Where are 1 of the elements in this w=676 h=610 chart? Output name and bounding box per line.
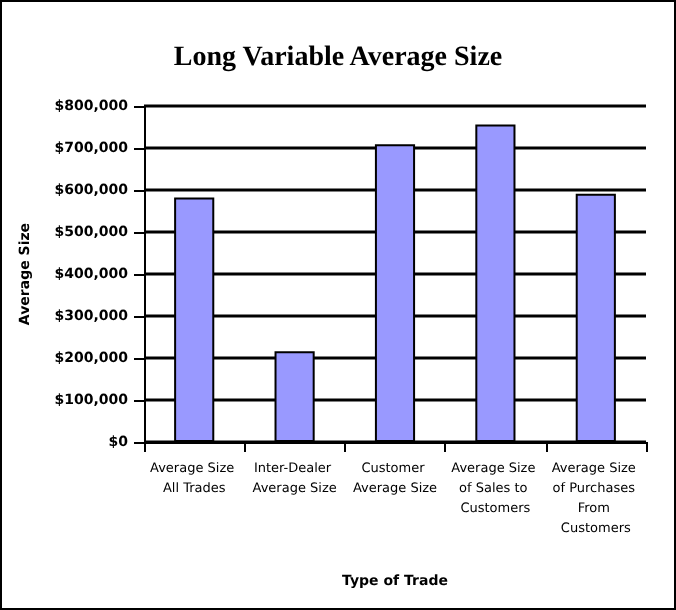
chart-title: Long Variable Average Size <box>173 43 503 73</box>
